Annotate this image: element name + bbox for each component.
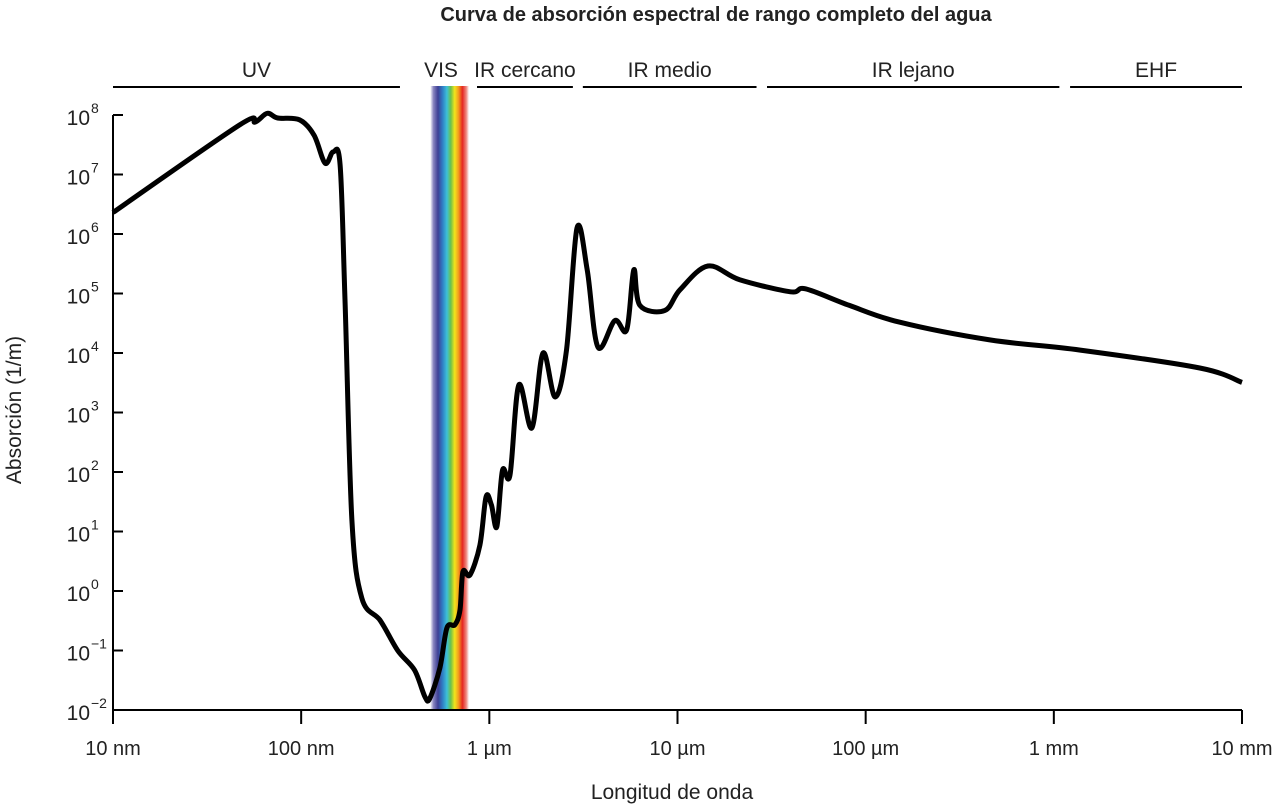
y-tick-exponent: 4: [91, 338, 99, 354]
y-tick-label: 10: [67, 286, 90, 309]
y-tick-exponent: 0: [91, 576, 99, 592]
y-tick-exponent: −2: [91, 695, 107, 711]
absorption-curve: [111, 110, 1243, 704]
y-tick-label: 10: [67, 464, 90, 487]
y-tick-exponent: 8: [91, 100, 99, 116]
x-tick-label: 100 µm: [832, 738, 899, 760]
y-tick-label: 10: [67, 524, 90, 547]
region-label: IR medio: [628, 59, 712, 82]
y-tick-label: 10: [67, 702, 90, 725]
x-tick-label: 100 nm: [268, 738, 335, 760]
region-label: IR cercano: [474, 59, 576, 82]
y-tick-label: 10: [67, 167, 90, 190]
y-tick-label: 10: [67, 345, 90, 368]
y-tick-exponent: 1: [91, 517, 99, 533]
y-tick-exponent: 3: [91, 398, 99, 414]
y-tick-label: 10: [67, 405, 90, 428]
y-tick-exponent: 5: [91, 279, 99, 295]
region-label: VIS: [424, 59, 458, 82]
region-label: EHF: [1135, 59, 1177, 82]
visible-spectrum-band: [430, 86, 470, 710]
region-label: IR lejano: [872, 59, 955, 82]
y-tick-exponent: 6: [91, 219, 99, 235]
y-tick-exponent: −1: [91, 636, 107, 652]
x-tick-label: 10 nm: [85, 738, 141, 760]
region-label: UV: [242, 59, 271, 82]
y-tick-exponent: 2: [91, 457, 99, 473]
y-tick-label: 10: [67, 643, 90, 666]
x-tick-label: 1 mm: [1029, 738, 1079, 760]
x-tick-label: 1 µm: [467, 738, 512, 760]
y-tick-label: 10: [67, 583, 90, 606]
y-tick-label: 10: [67, 107, 90, 130]
x-tick-label: 10 µm: [650, 738, 706, 760]
y-axis-label: Absorción (1/m): [3, 336, 26, 484]
y-tick-label: 10: [67, 226, 90, 249]
x-tick-label: 10 mm: [1211, 738, 1272, 760]
y-tick-exponent: 7: [91, 160, 99, 176]
chart-title: Curva de absorción espectral de rango co…: [440, 4, 992, 26]
x-axis-label: Longitud de onda: [591, 781, 754, 804]
